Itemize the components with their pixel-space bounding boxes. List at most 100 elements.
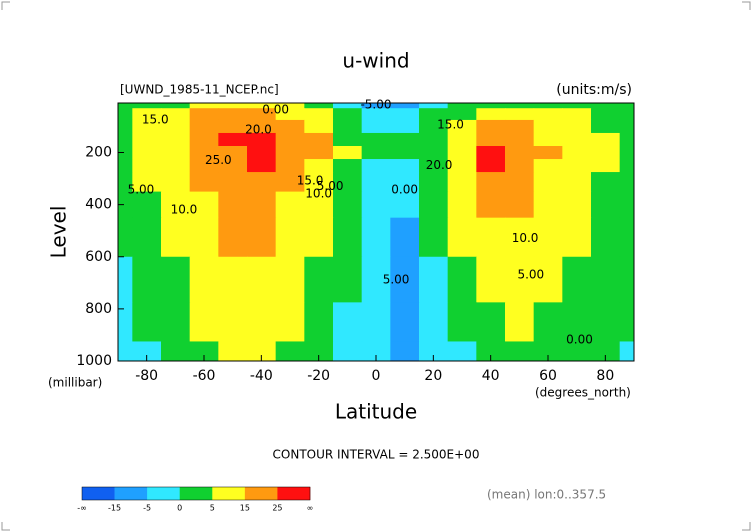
field-cell bbox=[247, 217, 277, 258]
field-cell bbox=[533, 191, 563, 219]
field-cell bbox=[247, 256, 277, 303]
contour-label: 5.00 bbox=[383, 273, 410, 287]
field-cell bbox=[476, 217, 506, 258]
field-cell bbox=[189, 172, 219, 193]
field-cell bbox=[419, 103, 449, 109]
contour-label: 10.0 bbox=[305, 187, 332, 201]
field-cell bbox=[533, 146, 563, 160]
field-cell bbox=[562, 146, 592, 160]
field-cell bbox=[218, 108, 248, 121]
colorbar-label: 15 bbox=[240, 504, 250, 513]
field-cell bbox=[132, 217, 162, 258]
field-cell bbox=[118, 146, 133, 160]
contour-label: 0.00 bbox=[262, 103, 289, 117]
field-cell bbox=[562, 132, 592, 147]
field-cell bbox=[247, 132, 277, 147]
colorbar-label: ∞ bbox=[307, 504, 314, 513]
field-cell bbox=[419, 146, 449, 160]
field-cell bbox=[247, 103, 277, 109]
field-cell bbox=[132, 256, 162, 303]
field-cell bbox=[533, 256, 563, 303]
field-cell bbox=[361, 341, 391, 362]
field-cell bbox=[619, 341, 635, 362]
contour-label: 0.00 bbox=[566, 333, 593, 347]
field-cell bbox=[118, 191, 133, 219]
field-cell bbox=[118, 341, 133, 362]
field-cell bbox=[447, 341, 477, 362]
field-cell bbox=[189, 108, 219, 121]
field-cell bbox=[218, 191, 248, 219]
colorbar-swatch bbox=[212, 487, 246, 500]
field-cell bbox=[591, 217, 621, 258]
field-cell bbox=[361, 217, 391, 258]
field-cell bbox=[118, 217, 133, 258]
field-cell bbox=[189, 302, 219, 342]
x-tick-label: -60 bbox=[193, 368, 216, 384]
field-cell bbox=[562, 302, 592, 342]
field-cell bbox=[476, 132, 506, 147]
field-cell bbox=[275, 191, 305, 219]
field-cell bbox=[591, 132, 621, 147]
field-cell bbox=[132, 172, 162, 193]
field-cell bbox=[562, 159, 592, 173]
x-tick-label: 40 bbox=[482, 368, 500, 384]
field-cell bbox=[247, 191, 277, 219]
field-cell bbox=[218, 217, 248, 258]
field-cell bbox=[390, 302, 420, 342]
field-cell bbox=[562, 191, 592, 219]
field-cell bbox=[591, 256, 621, 303]
field-cell bbox=[189, 217, 219, 258]
field-cell bbox=[275, 132, 305, 147]
field-cell bbox=[533, 172, 563, 193]
field-cell bbox=[132, 146, 162, 160]
field-cell bbox=[333, 146, 363, 160]
field-cell bbox=[218, 132, 248, 147]
field-cell bbox=[619, 132, 635, 147]
field-cell bbox=[447, 191, 477, 219]
field-cell bbox=[275, 217, 305, 258]
field-cell bbox=[361, 172, 391, 193]
field-cell bbox=[591, 119, 621, 134]
y-tick-label: 1000 bbox=[76, 353, 112, 369]
field-cell bbox=[533, 103, 563, 109]
field-cell bbox=[218, 146, 248, 160]
field-cell bbox=[333, 159, 363, 173]
contour-label: 5.00 bbox=[517, 268, 544, 282]
field-cell bbox=[390, 159, 420, 173]
field-cell bbox=[361, 146, 391, 160]
field-cell bbox=[247, 146, 277, 160]
field-cell bbox=[247, 341, 277, 362]
field-cell bbox=[189, 159, 219, 173]
field-cell bbox=[218, 119, 248, 134]
field-cell bbox=[591, 191, 621, 219]
field bbox=[118, 103, 635, 362]
field-cell bbox=[447, 119, 477, 134]
field-cell bbox=[476, 103, 506, 109]
x-tick-label: -80 bbox=[135, 368, 158, 384]
field-cell bbox=[447, 217, 477, 258]
x-tick-label: 80 bbox=[596, 368, 614, 384]
field-cell bbox=[247, 119, 277, 134]
field-cell bbox=[562, 172, 592, 193]
field-cell bbox=[533, 119, 563, 134]
field-cell bbox=[476, 146, 506, 160]
field-cell bbox=[333, 217, 363, 258]
y-tick-label: 400 bbox=[85, 197, 112, 213]
field-cell bbox=[447, 132, 477, 147]
x-axis-unit: (degrees_north) bbox=[535, 386, 631, 400]
field-cell bbox=[505, 256, 535, 303]
field-cell bbox=[390, 341, 420, 362]
field-cell bbox=[189, 119, 219, 134]
contour-label: 20.0 bbox=[426, 158, 453, 172]
field-cell bbox=[619, 103, 635, 109]
y-axis-title: Level bbox=[47, 206, 71, 259]
field-cell bbox=[161, 159, 191, 173]
field-cell bbox=[361, 159, 391, 173]
field-cell bbox=[533, 217, 563, 258]
field-cell bbox=[218, 159, 248, 173]
field-cell bbox=[333, 132, 363, 147]
colorbar-swatch bbox=[114, 487, 148, 500]
field-cell bbox=[118, 256, 133, 303]
field-cell bbox=[304, 217, 334, 258]
contour-label: -5.00 bbox=[360, 98, 391, 112]
